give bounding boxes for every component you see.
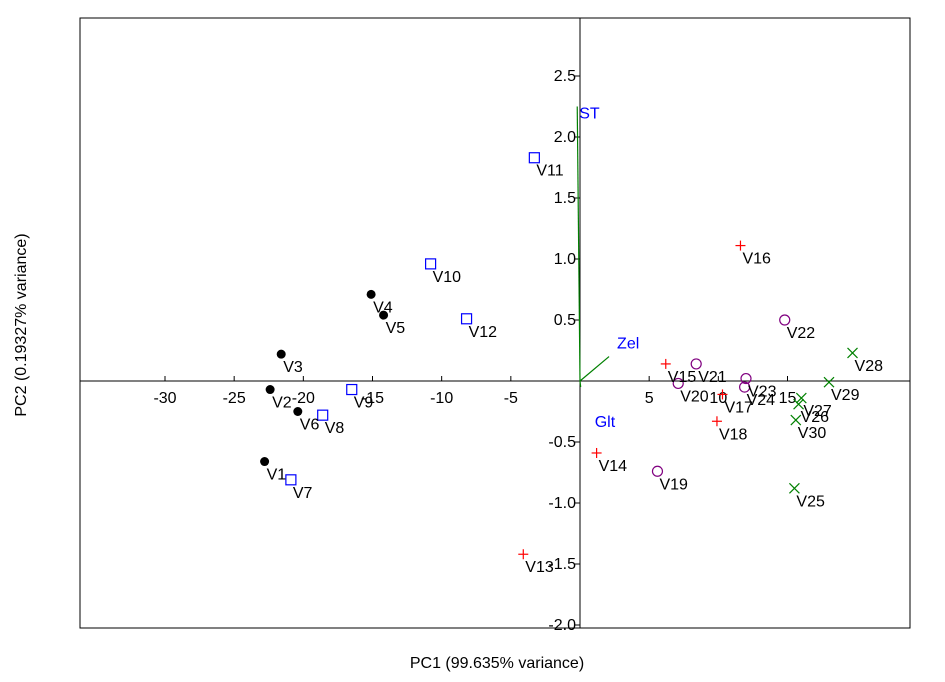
y-tick-label: -2.0 <box>548 617 576 634</box>
point-v5 <box>379 310 389 320</box>
point-v21 <box>690 358 702 370</box>
y-tick-label: -1.5 <box>548 556 576 573</box>
point-v24 <box>739 381 751 393</box>
x-tick-label: -20 <box>292 390 315 407</box>
loading-vector-glt <box>579 380 582 388</box>
point-v15 <box>660 358 671 369</box>
point-label-v23: V23 <box>748 384 777 401</box>
x-tick-label: -10 <box>430 390 453 407</box>
point-label-v2: V2 <box>272 395 292 412</box>
point-label-v25: V25 <box>796 493 825 510</box>
point-labels: V1 V2 V3 V4 V5 V6 V7 V8 V9 V10 V11 V12 V13 V14 V15 V16 V… <box>267 163 884 576</box>
point-v23 <box>740 372 752 385</box>
plot-frame <box>79 17 911 629</box>
data-points <box>260 152 858 560</box>
loading-label-glt: Glt <box>595 414 616 431</box>
y-tick-label: -1.0 <box>548 495 576 512</box>
loading-label-st: ST <box>579 106 600 123</box>
point-v26 <box>793 398 804 410</box>
point-label-v14: V14 <box>599 458 628 475</box>
point-label-v5: V5 <box>386 320 406 337</box>
cross-b <box>795 392 807 404</box>
point-v20 <box>672 377 684 390</box>
point-v29 <box>823 376 835 388</box>
loading-label-zel: Zel <box>617 336 639 353</box>
point-label-v3: V3 <box>283 359 303 376</box>
y-tick-label: 2.0 <box>554 129 576 146</box>
x-axis-title: PC1 (99.635% variance) <box>410 655 584 672</box>
point-v3 <box>276 349 286 359</box>
point-label-v17: V17 <box>724 399 753 416</box>
point-v2 <box>265 385 275 395</box>
tick-labels: -30 -25 -20 -15 -10 -5 5 10 152.52.01.51.00.5-0.… <box>153 68 796 634</box>
point-label-v8: V8 <box>325 420 345 437</box>
point-v17 <box>717 389 728 400</box>
point-v9 <box>346 383 358 396</box>
cross-b <box>788 482 800 494</box>
y-tick-label: 1.0 <box>554 251 576 268</box>
point-v13 <box>518 549 529 560</box>
x-tick-label: 5 <box>645 390 654 407</box>
cross-b <box>793 398 804 410</box>
point-label-v28: V28 <box>855 358 884 375</box>
loading-vector-zel <box>579 356 610 382</box>
y-tick-label: -0.5 <box>548 434 576 451</box>
point-v14 <box>591 447 602 458</box>
point-v4 <box>366 289 376 299</box>
point-label-v13: V13 <box>525 559 554 576</box>
point-label-v11: V11 <box>536 163 563 180</box>
point-label-v1: V1 <box>267 467 287 484</box>
y-axis-title: PC2 (0.19327% variance) <box>13 233 30 416</box>
point-v11 <box>528 152 540 164</box>
point-v1 <box>260 457 270 467</box>
x-tick-label: -25 <box>223 390 246 407</box>
point-v19 <box>651 465 664 477</box>
point-label-v27: V27 <box>803 403 832 420</box>
point-v8 <box>317 409 329 421</box>
point-label-v29: V29 <box>831 387 860 404</box>
point-label-v22: V22 <box>787 325 816 342</box>
y-tick-label: 0.5 <box>554 312 576 329</box>
point-label-v4: V4 <box>373 299 393 316</box>
point-label-v30: V30 <box>798 425 827 442</box>
point-label-v6: V6 <box>300 417 320 434</box>
y-tick-label: 2.5 <box>554 68 576 85</box>
loading-vector-st <box>576 106 581 382</box>
x-tick-label: -15 <box>361 390 384 407</box>
point-label-v24: V24 <box>747 392 776 409</box>
point-label-v15: V15 <box>668 369 697 386</box>
cross-b <box>823 376 835 388</box>
point-v25 <box>788 482 800 494</box>
point-label-v10: V10 <box>433 269 462 286</box>
point-label-v26: V26 <box>801 409 830 426</box>
loading-vectors: ST Zel Glt <box>576 106 639 431</box>
point-v16 <box>735 240 746 251</box>
point-v10 <box>425 258 437 270</box>
x-tick-label: -5 <box>504 390 518 407</box>
point-label-v19: V19 <box>659 476 688 493</box>
point-v6 <box>293 407 303 416</box>
point-v7 <box>285 474 297 486</box>
point-v22 <box>779 314 791 326</box>
point-label-v9: V9 <box>354 395 374 412</box>
point-label-v18: V18 <box>719 426 748 443</box>
point-v27 <box>795 392 807 404</box>
point-v30 <box>790 414 802 426</box>
point-label-v7: V7 <box>293 485 313 502</box>
point-label-v21: V21 <box>698 369 727 386</box>
cross-b <box>790 414 802 426</box>
point-v28 <box>847 347 858 359</box>
point-label-v20: V20 <box>680 388 709 405</box>
point-label-v12: V12 <box>469 324 498 341</box>
x-tick-label: -30 <box>153 390 176 407</box>
x-tick-label: 15 <box>779 390 797 407</box>
cross-b <box>847 347 858 359</box>
point-v18 <box>711 416 722 427</box>
point-label-v16: V16 <box>742 251 771 268</box>
y-tick-label: 1.5 <box>554 190 576 207</box>
point-v12 <box>460 313 473 325</box>
